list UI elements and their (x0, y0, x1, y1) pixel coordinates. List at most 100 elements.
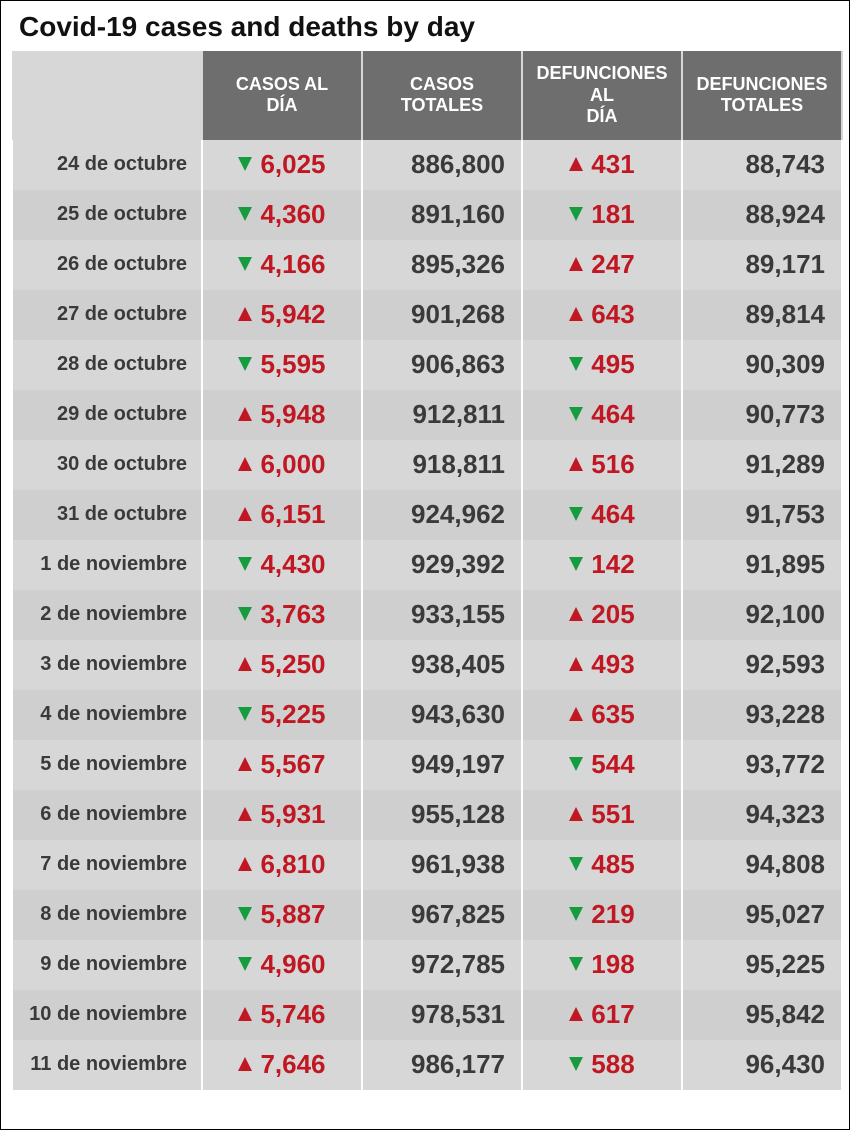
deaths-value: 643 (591, 299, 634, 329)
cell-date: 7 de noviembre (12, 840, 202, 890)
arrow-up-icon (238, 1057, 252, 1071)
cell-cases-total: 895,326 (362, 240, 522, 290)
cell-deaths-total: 89,171 (682, 240, 842, 290)
table-row: 2 de noviembre3,763933,15520592,100 (12, 590, 842, 640)
arrow-down-icon (569, 757, 583, 771)
deaths-value: 516 (591, 449, 634, 479)
deaths-value: 247 (591, 249, 634, 279)
arrow-up-icon (238, 407, 252, 421)
deaths-value: 485 (591, 849, 634, 879)
deaths-value: 635 (591, 699, 634, 729)
table-row: 7 de noviembre 6,810 961,938 485 94,808 (12, 840, 842, 890)
cases-value: 5,567 (260, 749, 325, 779)
cell-deaths-total: 95,842 (682, 990, 842, 1040)
cell-deaths-day: 588 (522, 1040, 682, 1090)
cell-deaths-total: 94,808 (682, 840, 842, 890)
cell-cases-total: 978,531 (362, 990, 522, 1040)
cases-value: 4,430 (260, 549, 325, 579)
table-header: CASOS ALDÍA CASOSTOTALES DEFUNCIONES ALD… (12, 51, 842, 140)
cell-date: 28 de octubre (12, 340, 202, 390)
cases-value: 4,360 (260, 199, 325, 229)
cases-value: 3,763 (260, 599, 325, 629)
cell-deaths-day: 617 (522, 990, 682, 1040)
table-row: 30 de octubre6,000918,81151691,289 (12, 440, 842, 490)
cell-deaths-total: 91,895 (682, 540, 842, 590)
cell-cases-day: 4,360 (202, 190, 362, 240)
cell-deaths-total: 92,593 (682, 640, 842, 690)
cases-value: 5,931 (260, 799, 325, 829)
cell-deaths-day: 544 (522, 740, 682, 790)
cell-date: 4 de noviembre (12, 690, 202, 740)
cell-cases-day: 6,151 (202, 490, 362, 540)
cell-cases-total: 943,630 (362, 690, 522, 740)
cell-deaths-day: 551 (522, 790, 682, 840)
cell-cases-day: 5,746 (202, 990, 362, 1040)
cases-value: 5,887 (260, 899, 325, 929)
cell-cases-day: 5,887 (202, 890, 362, 940)
arrow-up-icon (569, 1007, 583, 1021)
header-blank (12, 51, 202, 140)
cases-value: 4,960 (260, 949, 325, 979)
cell-date: 3 de noviembre (12, 640, 202, 690)
arrow-down-icon (569, 557, 583, 571)
arrow-down-icon (238, 207, 252, 221)
deaths-value: 493 (591, 649, 634, 679)
cell-cases-total: 938,405 (362, 640, 522, 690)
cell-deaths-total: 91,753 (682, 490, 842, 540)
cell-cases-total: 961,938 (362, 840, 522, 890)
cell-deaths-total: 93,772 (682, 740, 842, 790)
table-row: 31 de octubre6,151924,96246491,753 (12, 490, 842, 540)
arrow-down-icon (238, 607, 252, 621)
cell-date: 9 de noviembre (12, 940, 202, 990)
cases-value: 6,000 (260, 449, 325, 479)
deaths-value: 544 (591, 749, 634, 779)
cell-date: 6 de noviembre (12, 790, 202, 840)
table-row: 1 de noviembre4,430929,39214291,895 (12, 540, 842, 590)
cell-deaths-total: 92,100 (682, 590, 842, 640)
cell-deaths-total: 95,027 (682, 890, 842, 940)
cell-cases-day: 4,430 (202, 540, 362, 590)
arrow-down-icon (238, 257, 252, 271)
cell-date: 26 de octubre (12, 240, 202, 290)
arrow-up-icon (238, 307, 252, 321)
cell-date: 27 de octubre (12, 290, 202, 340)
table-row: 11 de noviembre7,646986,17758896,430 (12, 1040, 842, 1090)
cell-deaths-day: 495 (522, 340, 682, 390)
arrow-up-icon (569, 307, 583, 321)
arrow-down-icon (238, 357, 252, 371)
cell-cases-day: 4,166 (202, 240, 362, 290)
cell-deaths-day: 198 (522, 940, 682, 990)
cell-deaths-total: 90,773 (682, 390, 842, 440)
cases-value: 5,225 (260, 699, 325, 729)
deaths-value: 551 (591, 799, 634, 829)
cell-date: 8 de noviembre (12, 890, 202, 940)
table-row: 28 de octubre5,595906,86349590,309 (12, 340, 842, 390)
table-row: 10 de noviembre5,746978,53161795,842 (12, 990, 842, 1040)
cell-date: 1 de noviembre (12, 540, 202, 590)
cell-cases-day: 5,931 (202, 790, 362, 840)
table-row: 5 de noviembre5,567949,19754493,772 (12, 740, 842, 790)
cell-deaths-total: 93,228 (682, 690, 842, 740)
cell-cases-total: 901,268 (362, 290, 522, 340)
arrow-up-icon (238, 857, 252, 871)
cell-cases-total: 906,863 (362, 340, 522, 390)
cell-cases-total: 955,128 (362, 790, 522, 840)
cell-deaths-total: 89,814 (682, 290, 842, 340)
deaths-value: 464 (591, 399, 634, 429)
cell-cases-day: 5,948 (202, 390, 362, 440)
deaths-value: 617 (591, 999, 634, 1029)
header-label: DEFUNCIONESTOTALES (696, 74, 827, 116)
cell-cases-total: 918,811 (362, 440, 522, 490)
cell-deaths-day: 485 (522, 840, 682, 890)
cell-deaths-day: 493 (522, 640, 682, 690)
cell-cases-total: 933,155 (362, 590, 522, 640)
table-row: 27 de octubre 5,942 901,268 643 89,814 (12, 290, 842, 340)
cell-cases-day: 7,646 (202, 1040, 362, 1090)
cases-value: 5,942 (260, 299, 325, 329)
cases-value: 5,595 (260, 349, 325, 379)
header-label: DEFUNCIONES ALDÍA (536, 63, 667, 126)
arrow-down-icon (238, 957, 252, 971)
cases-value: 6,025 (260, 149, 325, 179)
arrow-down-icon (238, 907, 252, 921)
cases-value: 6,810 (260, 849, 325, 879)
